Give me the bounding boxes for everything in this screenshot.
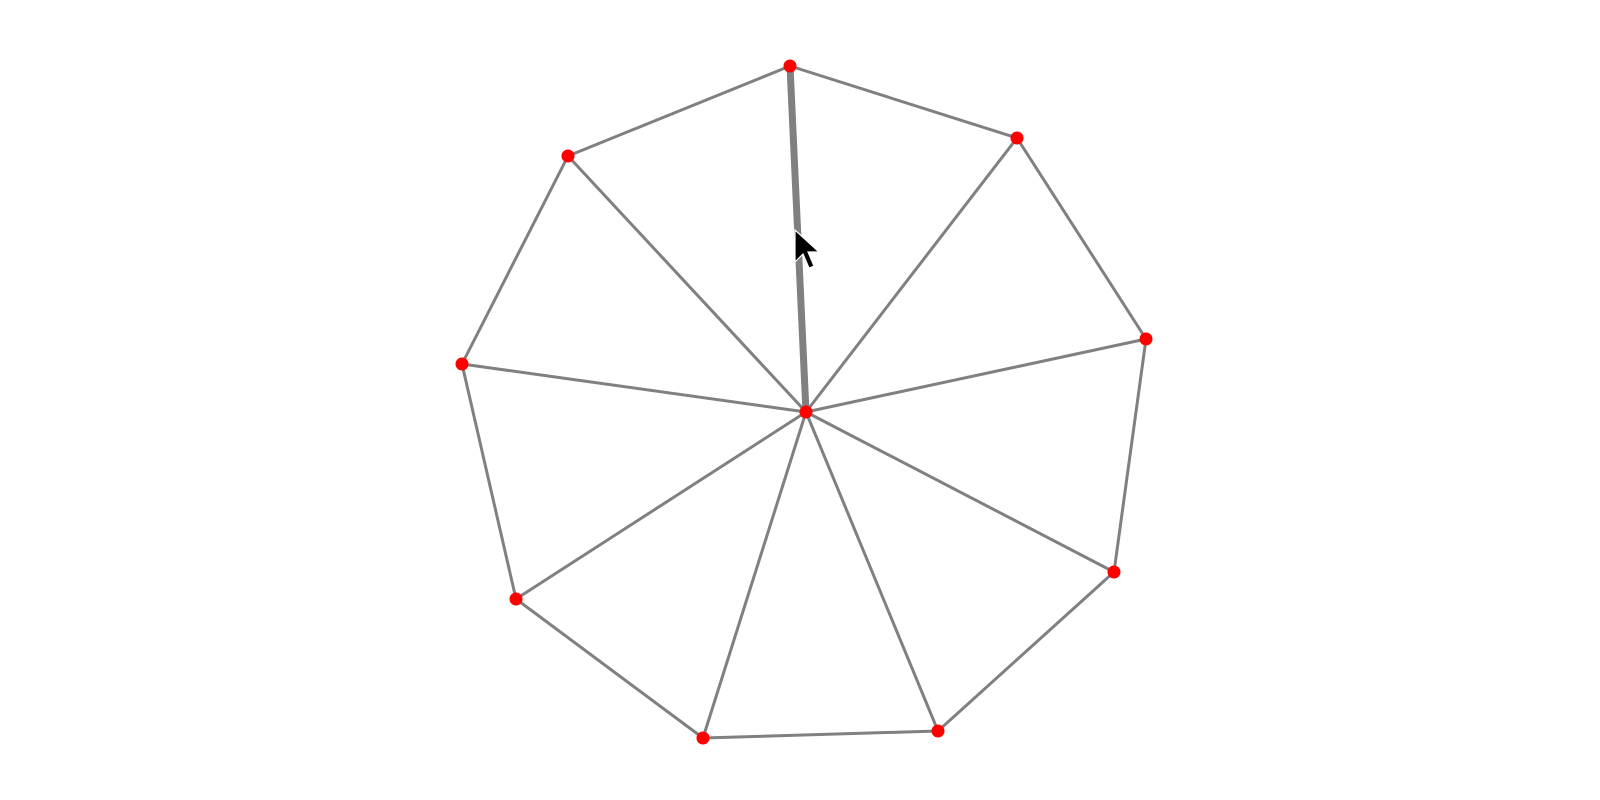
node-n9[interactable]: [561, 149, 575, 163]
edge-hub-n4[interactable]: [804, 410, 1116, 574]
node-n7[interactable]: [509, 592, 523, 606]
node-n4[interactable]: [1107, 565, 1121, 579]
edge-hub-n9[interactable]: [566, 154, 808, 414]
node-n2[interactable]: [1010, 131, 1024, 145]
nodes-layer: [455, 59, 1153, 745]
edge-n3-n4[interactable]: [1112, 337, 1148, 574]
node-n3[interactable]: [1139, 332, 1153, 346]
edge-n7-n8[interactable]: [460, 362, 518, 601]
edge-hub-n5[interactable]: [804, 410, 940, 733]
edge-n8-n9[interactable]: [460, 154, 570, 366]
edge-hub-n8[interactable]: [460, 362, 808, 414]
edge-hub-n7[interactable]: [514, 410, 808, 601]
node-n5[interactable]: [931, 724, 945, 738]
edge-n4-n5[interactable]: [936, 570, 1116, 733]
edge-n5-n6[interactable]: [701, 729, 940, 740]
edge-n9-n1[interactable]: [566, 64, 792, 158]
edge-n2-n3[interactable]: [1015, 136, 1148, 341]
edge-hub-n3[interactable]: [804, 337, 1148, 414]
edge-hub-n2[interactable]: [804, 136, 1019, 414]
node-n1[interactable]: [783, 59, 797, 73]
edge-n6-n7[interactable]: [514, 597, 705, 740]
mouse-pointer-icon: [794, 228, 821, 269]
edges-layer: [460, 62, 1148, 740]
node-hub[interactable]: [799, 405, 813, 419]
edge-hub-n6[interactable]: [701, 410, 808, 740]
edge-n1-n2[interactable]: [788, 64, 1019, 140]
node-n8[interactable]: [455, 357, 469, 371]
node-n6[interactable]: [696, 731, 710, 745]
